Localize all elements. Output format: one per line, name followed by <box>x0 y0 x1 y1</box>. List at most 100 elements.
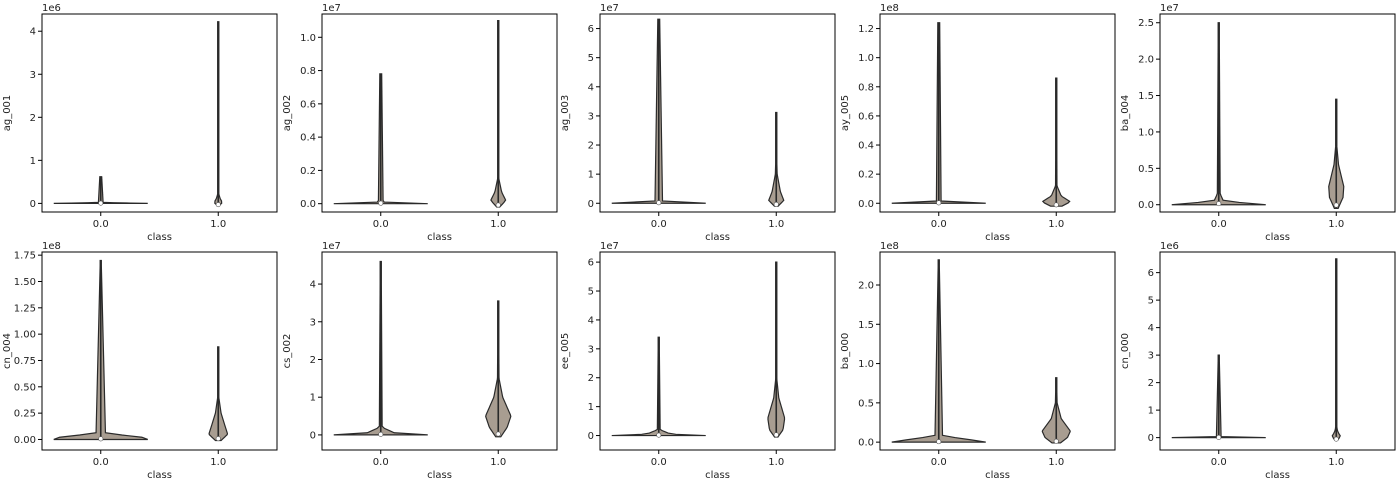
y-tick-label: 1.0 <box>300 33 316 44</box>
x-tick-label: 0.0 <box>373 219 389 230</box>
y-tick-label: 0.4 <box>300 133 316 144</box>
plot-frame <box>321 13 558 213</box>
y-tick-label: 0 <box>1148 433 1154 444</box>
y-tick-label: 1 <box>310 393 316 404</box>
y-tick-label: 0.5 <box>858 398 874 409</box>
y-tick-label: 4 <box>30 27 36 38</box>
y-tick-label: 0.6 <box>300 99 316 110</box>
plot-frame <box>879 13 1116 213</box>
y-tick-label: 6 <box>588 24 594 35</box>
median-dot <box>1216 201 1222 207</box>
y-axis-label: ay_005 <box>840 95 851 131</box>
y-tick-label: 0.25 <box>14 409 36 420</box>
y-axis-label: cn_004 <box>2 333 13 369</box>
x-tick-label: 0.0 <box>93 457 109 468</box>
median-dot <box>378 431 384 437</box>
x-tick-label: 0.0 <box>931 219 947 230</box>
y-tick-label: 3 <box>588 344 594 355</box>
median-dot <box>98 200 104 206</box>
x-axis-label: class <box>427 470 452 481</box>
y-tick-label: 0.2 <box>858 170 874 181</box>
y-tick-label: 3 <box>1148 351 1154 362</box>
y-axis-label: cs_002 <box>282 334 293 369</box>
x-axis-label: class <box>147 232 172 243</box>
plot-frame <box>321 251 558 451</box>
x-axis-label: class <box>147 470 172 481</box>
x-tick-label: 0.0 <box>651 219 667 230</box>
y-tick-label: 4 <box>588 82 594 93</box>
y-tick-label: 0.75 <box>14 356 36 367</box>
y-tick-label: 4 <box>1148 323 1154 334</box>
x-tick-label: 0.0 <box>1211 457 1227 468</box>
median-dot <box>1053 438 1059 444</box>
y-axis-label: ag_001 <box>2 95 13 132</box>
y-tick-label: 0.0 <box>858 199 874 210</box>
y-tick-label: 1.5 <box>858 320 874 331</box>
x-tick-label: 1.0 <box>768 219 784 230</box>
x-tick-label: 1.0 <box>1328 457 1344 468</box>
subplot-ba_004: 0.0 0.5 1.0 1.5 2.0 2.5 0.0 1.0 class ba_004 1e7 <box>1120 3 1396 243</box>
x-tick-label: 1.0 <box>1048 219 1064 230</box>
x-tick-label: 1.0 <box>490 219 506 230</box>
y-axis-label: ee_005 <box>560 333 571 369</box>
y-tick-label: 2 <box>30 113 36 124</box>
x-axis-label: class <box>985 470 1010 481</box>
x-tick-label: 1.0 <box>210 457 226 468</box>
y-axis-label: ba_000 <box>840 333 851 370</box>
scale-offset-label: 1e8 <box>880 3 899 14</box>
subplot-cs_002: 0 1 2 3 4 0.0 1.0 class cs_002 1e7 <box>282 241 558 481</box>
y-tick-label: 2 <box>588 141 594 152</box>
plot-frame <box>599 13 836 213</box>
y-tick-label: 1 <box>588 402 594 413</box>
subplot-cn_004: 0.00 0.25 0.50 0.75 1.00 1.25 1.50 1.75 0.0 1.0 cl… <box>2 241 278 481</box>
median-dot <box>378 200 384 206</box>
y-tick-label: 2 <box>310 355 316 366</box>
x-tick-label: 0.0 <box>651 457 667 468</box>
plot-frame <box>599 251 836 451</box>
x-tick-label: 1.0 <box>768 457 784 468</box>
y-tick-label: 5 <box>588 53 594 64</box>
y-tick-label: 1.75 <box>14 251 36 262</box>
median-dot <box>1216 434 1222 440</box>
x-tick-label: 0.0 <box>373 457 389 468</box>
y-tick-label: 0.0 <box>858 438 874 449</box>
scale-offset-label: 1e7 <box>600 3 619 14</box>
y-tick-label: 3 <box>30 70 36 81</box>
y-tick-label: 0.4 <box>858 141 874 152</box>
y-tick-label: 0.8 <box>858 82 874 93</box>
y-tick-label: 1.2 <box>858 24 874 35</box>
y-tick-label: 2 <box>588 373 594 384</box>
y-tick-label: 0 <box>588 431 594 442</box>
median-dot <box>98 436 104 442</box>
y-tick-label: 4 <box>588 315 594 326</box>
subplot-ag_001: 0 1 2 3 4 0.0 1.0 class ag_001 1e6 <box>2 3 278 243</box>
scale-offset-label: 1e8 <box>42 241 61 252</box>
y-tick-label: 1.0 <box>858 53 874 64</box>
y-tick-label: 1.00 <box>14 330 36 341</box>
y-tick-label: 4 <box>310 280 316 291</box>
y-tick-label: 1 <box>30 156 36 167</box>
x-tick-label: 0.0 <box>93 219 109 230</box>
plot-frame <box>1159 13 1396 213</box>
y-tick-label: 2 <box>1148 378 1154 389</box>
scale-offset-label: 1e6 <box>1160 241 1179 252</box>
y-tick-label: 1.5 <box>1138 91 1154 102</box>
y-tick-label: 1.50 <box>14 277 36 288</box>
y-tick-label: 0.50 <box>14 382 36 393</box>
y-tick-label: 2.5 <box>1138 18 1154 29</box>
y-tick-label: 2.0 <box>1138 55 1154 66</box>
x-axis-label: class <box>705 470 730 481</box>
median-dot <box>936 200 942 206</box>
median-dot <box>1333 436 1339 442</box>
subplot-ag_002: 0.0 0.2 0.4 0.6 0.8 1.0 0.0 1.0 class ag_002 1e7 <box>282 3 558 243</box>
scale-offset-label: 1e7 <box>600 241 619 252</box>
y-axis-label: ag_003 <box>560 95 571 132</box>
plot-frame <box>41 13 278 213</box>
median-dot <box>936 439 942 445</box>
x-axis-label: class <box>705 232 730 243</box>
x-axis-label: class <box>427 232 452 243</box>
subplot-ba_000: 0.0 0.5 1.0 1.5 2.0 0.0 1.0 class ba_000 1e8 <box>840 241 1116 481</box>
median-dot <box>1053 202 1059 208</box>
x-tick-label: 0.0 <box>931 457 947 468</box>
